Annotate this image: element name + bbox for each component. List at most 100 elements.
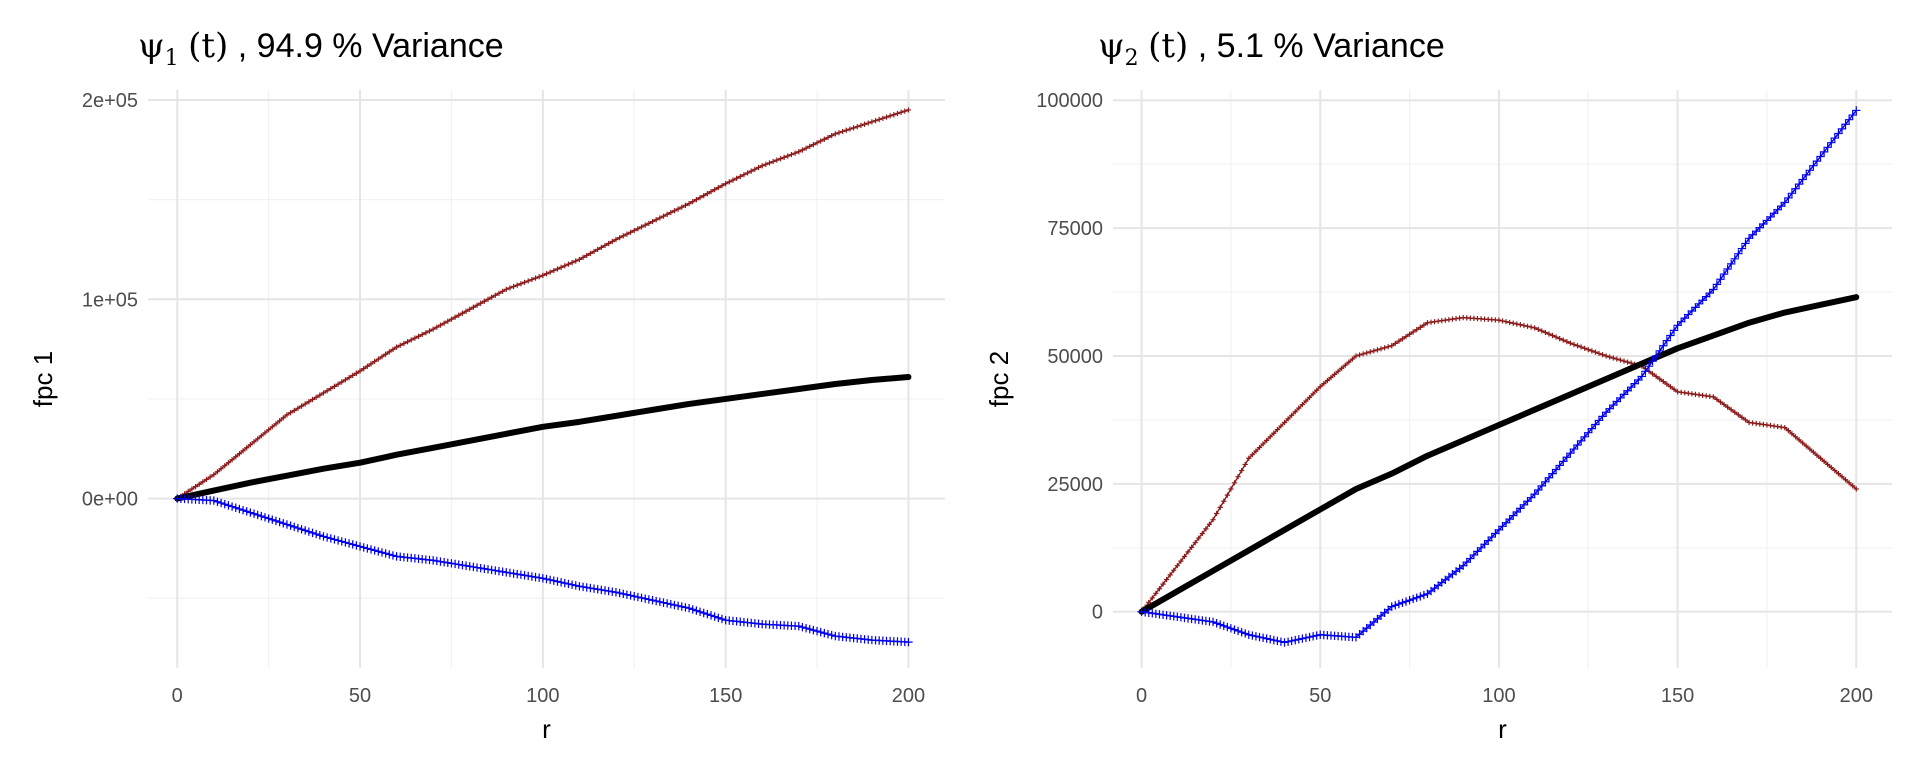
data-point (510, 283, 517, 290)
data-point (666, 600, 676, 609)
data-point (448, 316, 455, 322)
data-point (703, 609, 712, 619)
data-point (798, 622, 807, 632)
data-point (1239, 467, 1245, 474)
data-point (547, 269, 553, 275)
data-point (1458, 561, 1468, 570)
data-point (1846, 480, 1852, 486)
data-point (1559, 457, 1568, 466)
data-point (551, 267, 557, 274)
data-point (1769, 209, 1779, 218)
data-point (549, 576, 559, 585)
data-point (452, 314, 458, 320)
data-point (189, 486, 195, 492)
data-point (507, 285, 513, 291)
data-point (320, 390, 327, 396)
data-point (353, 370, 359, 376)
data-point (341, 538, 350, 547)
data-point (290, 522, 299, 532)
data-point (1549, 332, 1556, 339)
data-point (1487, 532, 1496, 542)
data-point (319, 532, 328, 541)
y-tick-label: 50000 (1047, 346, 1103, 368)
data-point (1659, 341, 1668, 350)
data-point (1248, 631, 1257, 640)
data-point (1809, 161, 1818, 170)
data-point (613, 236, 619, 243)
data-point (346, 375, 352, 381)
data-point (1828, 464, 1834, 471)
y-axis-title: fpc 1 (28, 351, 58, 407)
data-point (1617, 357, 1624, 363)
data-point (1655, 346, 1664, 356)
data-point (344, 539, 354, 548)
data-point (690, 199, 696, 205)
data-point (1574, 343, 1581, 349)
data-point (803, 145, 809, 151)
data-point (1303, 398, 1309, 404)
series-markers-plus (1138, 315, 1859, 615)
data-point (322, 533, 332, 542)
data-point (220, 499, 229, 509)
data-point (1551, 465, 1561, 474)
data-point (1817, 455, 1824, 461)
data-point (1219, 621, 1228, 631)
data-point (898, 109, 904, 115)
x-tick-label: 150 (1661, 685, 1694, 707)
data-point (1560, 337, 1566, 343)
data-point (660, 213, 667, 219)
data-point (598, 244, 604, 251)
fpc2-title: ψ2 (t) , 5.1 % Variance (1098, 26, 1445, 71)
data-point (554, 266, 561, 272)
data-point (1374, 347, 1381, 353)
data-point (1592, 349, 1599, 355)
data-point (246, 508, 255, 517)
data-point (1649, 371, 1656, 377)
data-point (622, 590, 632, 599)
data-point (1603, 353, 1609, 359)
data-point (719, 183, 725, 189)
data-point (668, 209, 674, 216)
data-point (408, 337, 414, 343)
data-point (1664, 381, 1670, 387)
data-point (445, 318, 451, 324)
data-point (467, 306, 473, 312)
data-point (1335, 368, 1341, 374)
data-point (1396, 338, 1402, 344)
data-point (291, 407, 297, 414)
data-point (1755, 223, 1764, 232)
data-point (1408, 594, 1418, 604)
data-point (1403, 333, 1409, 340)
data-point (1555, 461, 1564, 470)
data-point (809, 625, 818, 635)
data-point (1732, 409, 1738, 415)
data-point (1267, 434, 1273, 440)
data-point (1233, 626, 1243, 636)
y-tick-label: 0e+00 (82, 489, 138, 511)
data-point (1544, 473, 1554, 482)
data-point (441, 320, 447, 326)
series-markers-minus (1137, 106, 1861, 647)
data-point (1666, 331, 1675, 340)
data-point (794, 621, 803, 631)
data-point (1199, 530, 1205, 537)
data-point (777, 156, 784, 162)
data-point (542, 574, 551, 584)
data-point (1285, 416, 1291, 422)
data-point (224, 501, 233, 510)
data-point (192, 484, 199, 490)
data-point (379, 354, 385, 360)
data-point (553, 577, 562, 586)
data-point (478, 300, 484, 306)
data-point (695, 607, 705, 616)
data-point (1623, 386, 1632, 395)
data-point (891, 112, 897, 118)
data-point (377, 548, 387, 557)
data-point (317, 392, 323, 398)
data-point (1844, 115, 1854, 124)
x-tick-label: 0 (1136, 685, 1147, 707)
data-point (697, 195, 703, 201)
data-point (543, 271, 550, 277)
data-point (361, 366, 367, 372)
data-point (681, 603, 690, 612)
